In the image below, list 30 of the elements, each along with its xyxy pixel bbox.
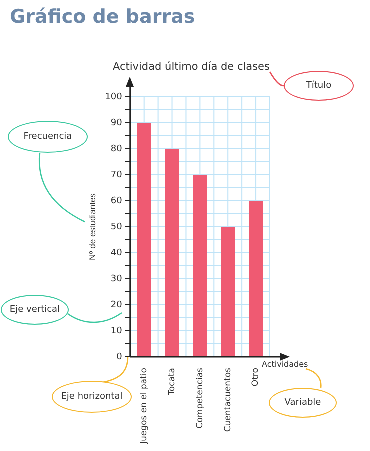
y-tick-label: 90 [110,118,123,128]
y-tick-label: 60 [110,196,123,206]
y-tick-label: 50 [110,222,123,232]
text: Título [306,81,332,91]
bar [137,123,152,357]
y-tick-label: 70 [110,170,123,180]
y-tick-label: 30 [110,274,123,284]
x-tick-label: Otro [251,368,262,387]
text: Gráfico de barras [10,6,196,28]
text: Eje horizontal [61,392,123,402]
x-tick-label: Juegos en el patio [140,368,150,446]
bar [193,175,208,357]
y-axis-title: Nº de estudiantes [87,194,98,260]
y-tick-label: 80 [110,144,123,154]
y-tick-label: 40 [110,248,123,258]
x-tick-label: Cuentacuentos [223,367,234,432]
text: Eje vertical [10,305,60,315]
x-axis-title: Actividades [262,360,308,369]
bar [221,227,236,357]
x-tick-label: Competencias [195,367,206,429]
text: Variable [284,398,322,408]
y-tick-label: 10 [110,326,123,336]
y-tick-label: 100 [105,92,123,102]
y-tick-label: 0 [116,352,123,362]
bar [165,149,180,357]
chart-title: Actividad último día de clases [113,61,270,73]
y-tick-label: 20 [110,300,123,310]
text: Frecuencia [24,132,72,142]
x-tick-label: Tocata [167,368,178,396]
bar [249,201,264,357]
